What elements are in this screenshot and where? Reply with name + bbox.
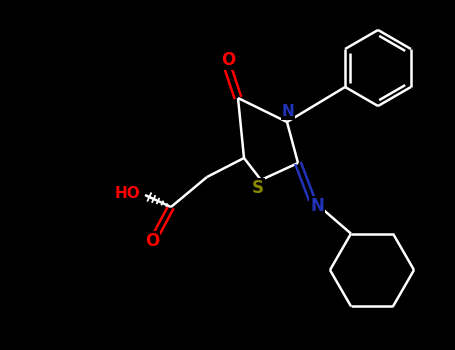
Text: N: N	[310, 197, 324, 215]
Text: S: S	[252, 179, 264, 197]
Text: O: O	[145, 232, 159, 250]
Text: N: N	[282, 105, 294, 119]
Text: HO: HO	[114, 186, 140, 201]
Text: O: O	[221, 51, 235, 69]
